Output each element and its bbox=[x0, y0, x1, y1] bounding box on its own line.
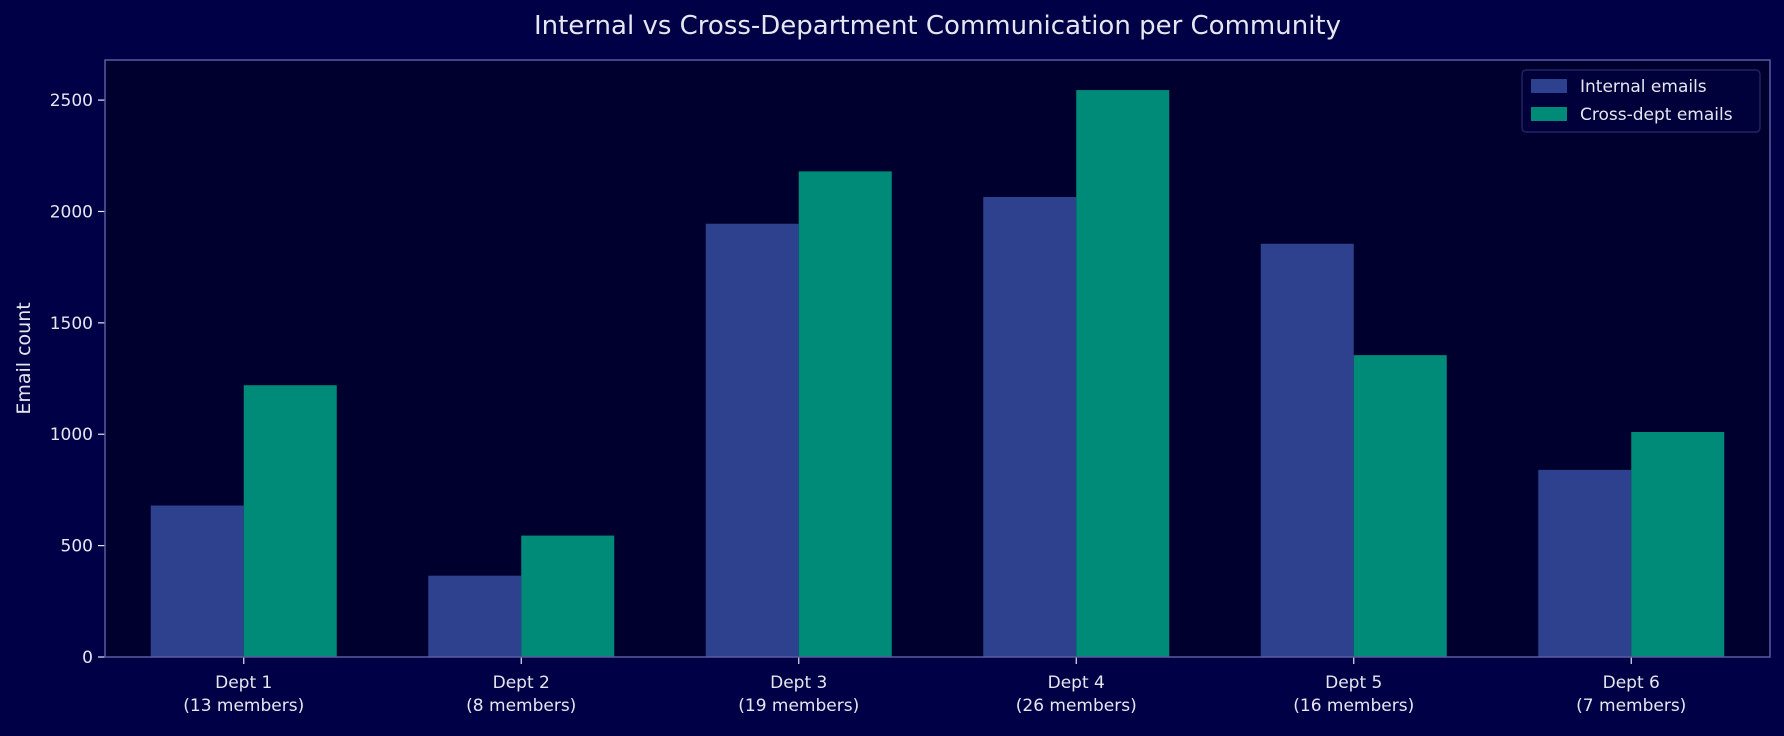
y-axis-label: Email count bbox=[13, 302, 35, 414]
y-tick-label: 1500 bbox=[50, 314, 93, 334]
bar-internal-2 bbox=[428, 575, 522, 657]
bar-internal-3 bbox=[705, 223, 799, 657]
x-tick-label: Dept 6 bbox=[1603, 673, 1660, 693]
bars-group bbox=[150, 90, 1725, 658]
y-tick-label: 1000 bbox=[50, 425, 93, 445]
bar-cross-3 bbox=[798, 171, 892, 657]
x-tick-sublabel: (16 members) bbox=[1293, 696, 1414, 716]
bar-cross-4 bbox=[1076, 90, 1170, 658]
x-tick-sublabel: (26 members) bbox=[1016, 696, 1137, 716]
x-tick-label: Dept 3 bbox=[770, 673, 827, 693]
y-tick-label: 2000 bbox=[50, 202, 93, 222]
x-tick-sublabel: (19 members) bbox=[738, 696, 859, 716]
legend: Internal emails Cross-dept emails bbox=[1521, 69, 1761, 133]
y-tick-label: 0 bbox=[82, 648, 93, 668]
y-tick-label: 500 bbox=[61, 537, 93, 557]
x-tick-sublabel: (13 members) bbox=[183, 696, 304, 716]
y-axis: 0 500 1000 1500 2000 2500 bbox=[50, 91, 105, 668]
plot-frame bbox=[104, 59, 1771, 658]
legend-label-cross: Cross-dept emails bbox=[1580, 105, 1733, 125]
x-tick-label: Dept 4 bbox=[1048, 673, 1105, 693]
x-tick-label: Dept 1 bbox=[215, 673, 272, 693]
bar-internal-4 bbox=[983, 196, 1077, 657]
legend-label-internal: Internal emails bbox=[1580, 77, 1707, 97]
plot-area bbox=[105, 60, 1770, 657]
bar-internal-1 bbox=[150, 505, 244, 657]
x-axis: Dept 1 (13 members) Dept 2 (8 members) Dept … bbox=[183, 657, 1686, 716]
legend-swatch-cross bbox=[1531, 107, 1567, 121]
y-tick-label: 2500 bbox=[50, 91, 93, 111]
bar-internal-5 bbox=[1260, 243, 1354, 657]
legend-box bbox=[1521, 69, 1761, 133]
bar-cross-1 bbox=[243, 385, 337, 657]
chart-title: Internal vs Cross-Department Communicati… bbox=[534, 11, 1341, 41]
bar-cross-6 bbox=[1631, 432, 1725, 657]
x-tick-sublabel: (7 members) bbox=[1576, 696, 1686, 716]
x-tick-sublabel: (8 members) bbox=[466, 696, 576, 716]
legend-swatch-internal bbox=[1531, 79, 1567, 93]
bar-cross-5 bbox=[1353, 355, 1447, 657]
bar-internal-6 bbox=[1538, 469, 1632, 657]
x-tick-label: Dept 5 bbox=[1325, 673, 1382, 693]
x-tick-label: Dept 2 bbox=[493, 673, 550, 693]
bar-cross-2 bbox=[521, 535, 615, 657]
